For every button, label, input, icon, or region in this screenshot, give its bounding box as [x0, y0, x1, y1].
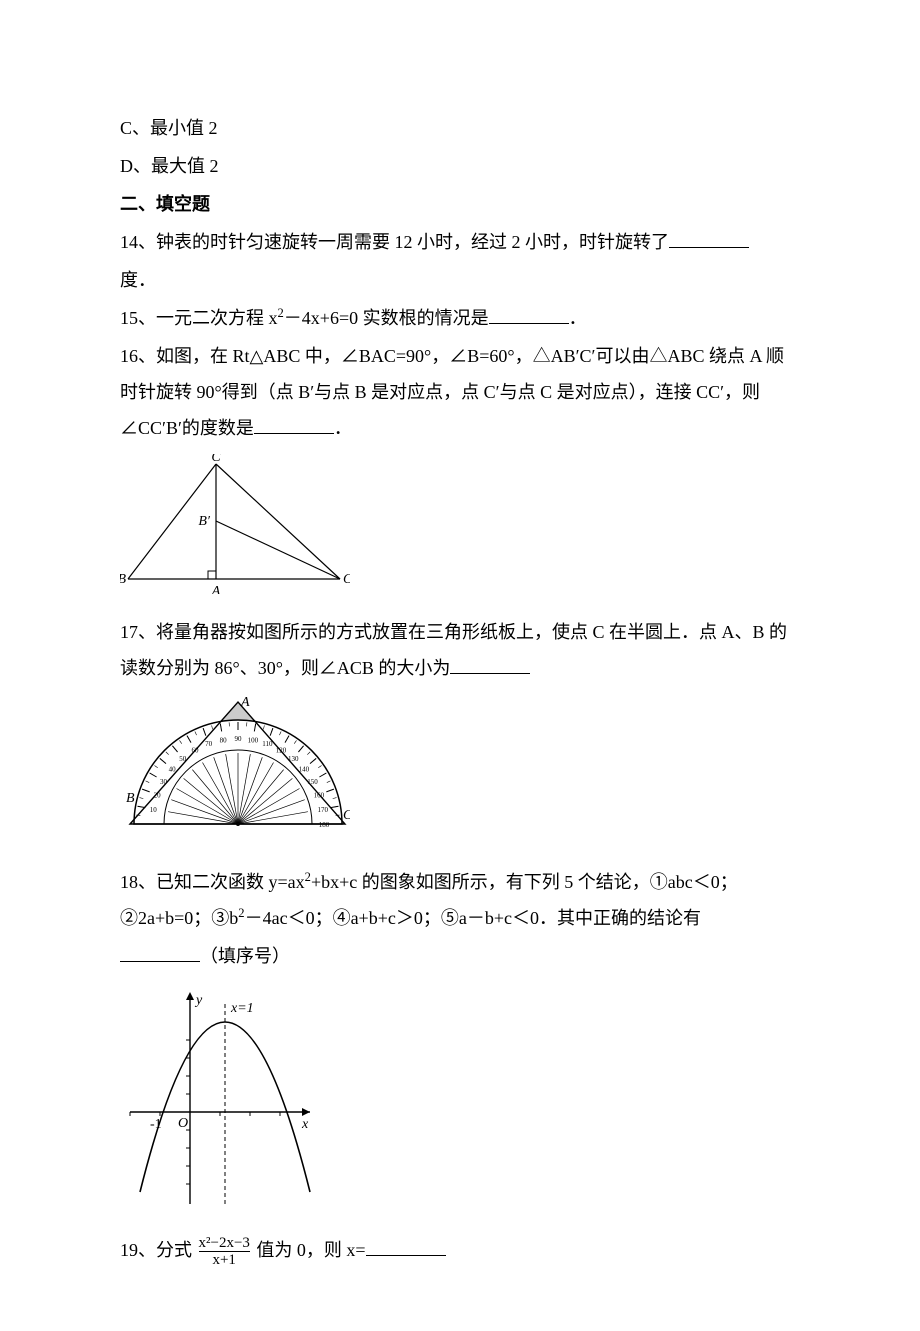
svg-text:B: B: [120, 572, 126, 587]
svg-text:10: 10: [150, 806, 158, 814]
svg-text:80: 80: [220, 736, 228, 744]
figure-18: y x O -1 x=1: [120, 982, 800, 1224]
q19-fraction: x²−2x−3x+1: [199, 1235, 250, 1269]
svg-text:x: x: [301, 1117, 309, 1132]
option-d: D、最大值 2: [120, 148, 800, 184]
svg-text:y: y: [194, 993, 203, 1008]
svg-text:x=1: x=1: [230, 1001, 254, 1016]
q19-num: x²−2x−3: [199, 1235, 250, 1252]
q19-text-b: 值为 0，则 x=: [252, 1240, 366, 1260]
q14-text-a: 14、钟表的时针匀速旋转一周需要 12 小时，经过 2 小时，时针旋转了: [120, 232, 669, 252]
q15-blank: [489, 302, 569, 324]
question-18-cont: （填序号）: [120, 938, 800, 974]
svg-text:B′: B′: [198, 514, 211, 529]
option-c: C、最小值 2: [120, 110, 800, 146]
svg-text:A: A: [240, 695, 250, 710]
question-14: 14、钟表的时针匀速旋转一周需要 12 小时，经过 2 小时，时针旋转了: [120, 224, 800, 260]
q15-text-a: 15、一元二次方程 x: [120, 308, 278, 328]
q19-den: x+1: [199, 1251, 250, 1269]
q15-text-b: －4x+6=0 实数根的情况是: [284, 308, 489, 328]
q15-text-c: ．: [569, 308, 587, 328]
svg-text:180: 180: [319, 821, 330, 829]
question-14-cont: 度．: [120, 262, 800, 298]
svg-text:100: 100: [248, 736, 259, 744]
svg-text:90: 90: [235, 735, 243, 743]
q18-text-d: （填序号）: [200, 946, 290, 966]
question-19: 19、分式 x²−2x−3x+1 值为 0，则 x=: [120, 1232, 800, 1269]
q18-text-a: 18、已知二次函数 y=ax: [120, 872, 305, 892]
q18-text-c: －4ac＜0；④a+b+c＞0；⑤a－b+c＜0．其中正确的结论有: [245, 908, 701, 928]
svg-text:A: A: [211, 584, 221, 594]
svg-text:C: C: [343, 808, 350, 823]
q16-blank: [254, 412, 334, 434]
q16-text-a: 16、如图，在 Rt△ABC 中，∠BAC=90°，∠B=60°，△AB′C′可…: [120, 346, 784, 438]
svg-text:C′: C′: [343, 572, 350, 587]
q19-blank: [366, 1234, 446, 1256]
svg-text:170: 170: [317, 806, 328, 814]
svg-text:110: 110: [262, 740, 273, 748]
svg-text:B: B: [126, 791, 135, 806]
q16-text-b: ．: [334, 418, 352, 438]
q18-blank: [120, 940, 200, 962]
q14-text-b: 度．: [120, 270, 156, 290]
question-15: 15、一元二次方程 x2－4x+6=0 实数根的情况是．: [120, 300, 800, 336]
q17-blank: [450, 652, 530, 674]
svg-text:O: O: [178, 1116, 188, 1131]
svg-text:C: C: [211, 454, 221, 465]
question-16: 16、如图，在 Rt△ABC 中，∠BAC=90°，∠B=60°，△AB′C′可…: [120, 338, 800, 446]
q14-blank: [669, 226, 749, 248]
q19-text-a: 19、分式: [120, 1240, 197, 1260]
question-18: 18、已知二次函数 y=ax2+bx+c 的图象如图所示，有下列 5 个结论，①…: [120, 864, 800, 936]
svg-text:70: 70: [205, 740, 213, 748]
question-17: 17、将量角器按如图所示的方式放置在三角形纸板上，使点 C 在半圆上．点 A、B…: [120, 614, 800, 686]
section-heading-2: 二、填空题: [120, 186, 800, 222]
figure-16: B A C′ C B′: [120, 454, 800, 606]
figure-17: 1020304050607080901001101201301401501601…: [120, 694, 800, 856]
svg-text:-1: -1: [150, 1117, 162, 1132]
